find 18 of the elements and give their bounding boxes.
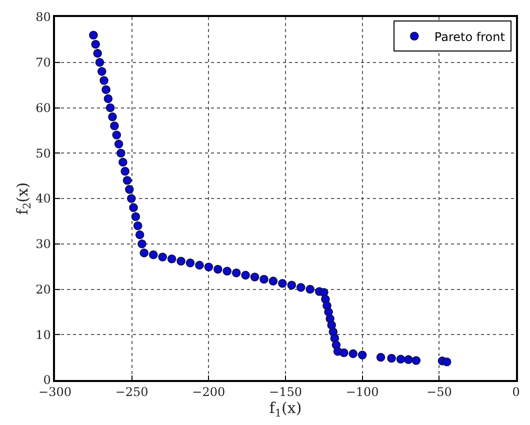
x-tick-label: −250 <box>115 385 148 400</box>
y-tick-label: 60 <box>36 100 51 115</box>
x-tick-label: −300 <box>38 385 72 400</box>
y-tick-label: 10 <box>36 328 51 342</box>
legend-label: Pareto front <box>434 30 506 44</box>
x-tick-label: 0 <box>512 385 520 400</box>
x-tick-label: −200 <box>192 385 226 400</box>
y-tick-label: 50 <box>36 146 51 160</box>
x-tick-label: −100 <box>346 385 379 400</box>
x-axis-title: f$_{1}$(x) <box>269 399 302 420</box>
x-tick-label: −150 <box>269 385 302 400</box>
y-tick-label: 80 <box>36 10 51 24</box>
x-tick-label: −50 <box>426 385 452 400</box>
y-tick-label: 30 <box>36 237 51 252</box>
y-tick-label: 20 <box>36 282 51 296</box>
y-tick-label: 40 <box>36 192 51 206</box>
y-tick-label: 0 <box>43 373 51 388</box>
y-tick-label: 70 <box>36 56 51 70</box>
